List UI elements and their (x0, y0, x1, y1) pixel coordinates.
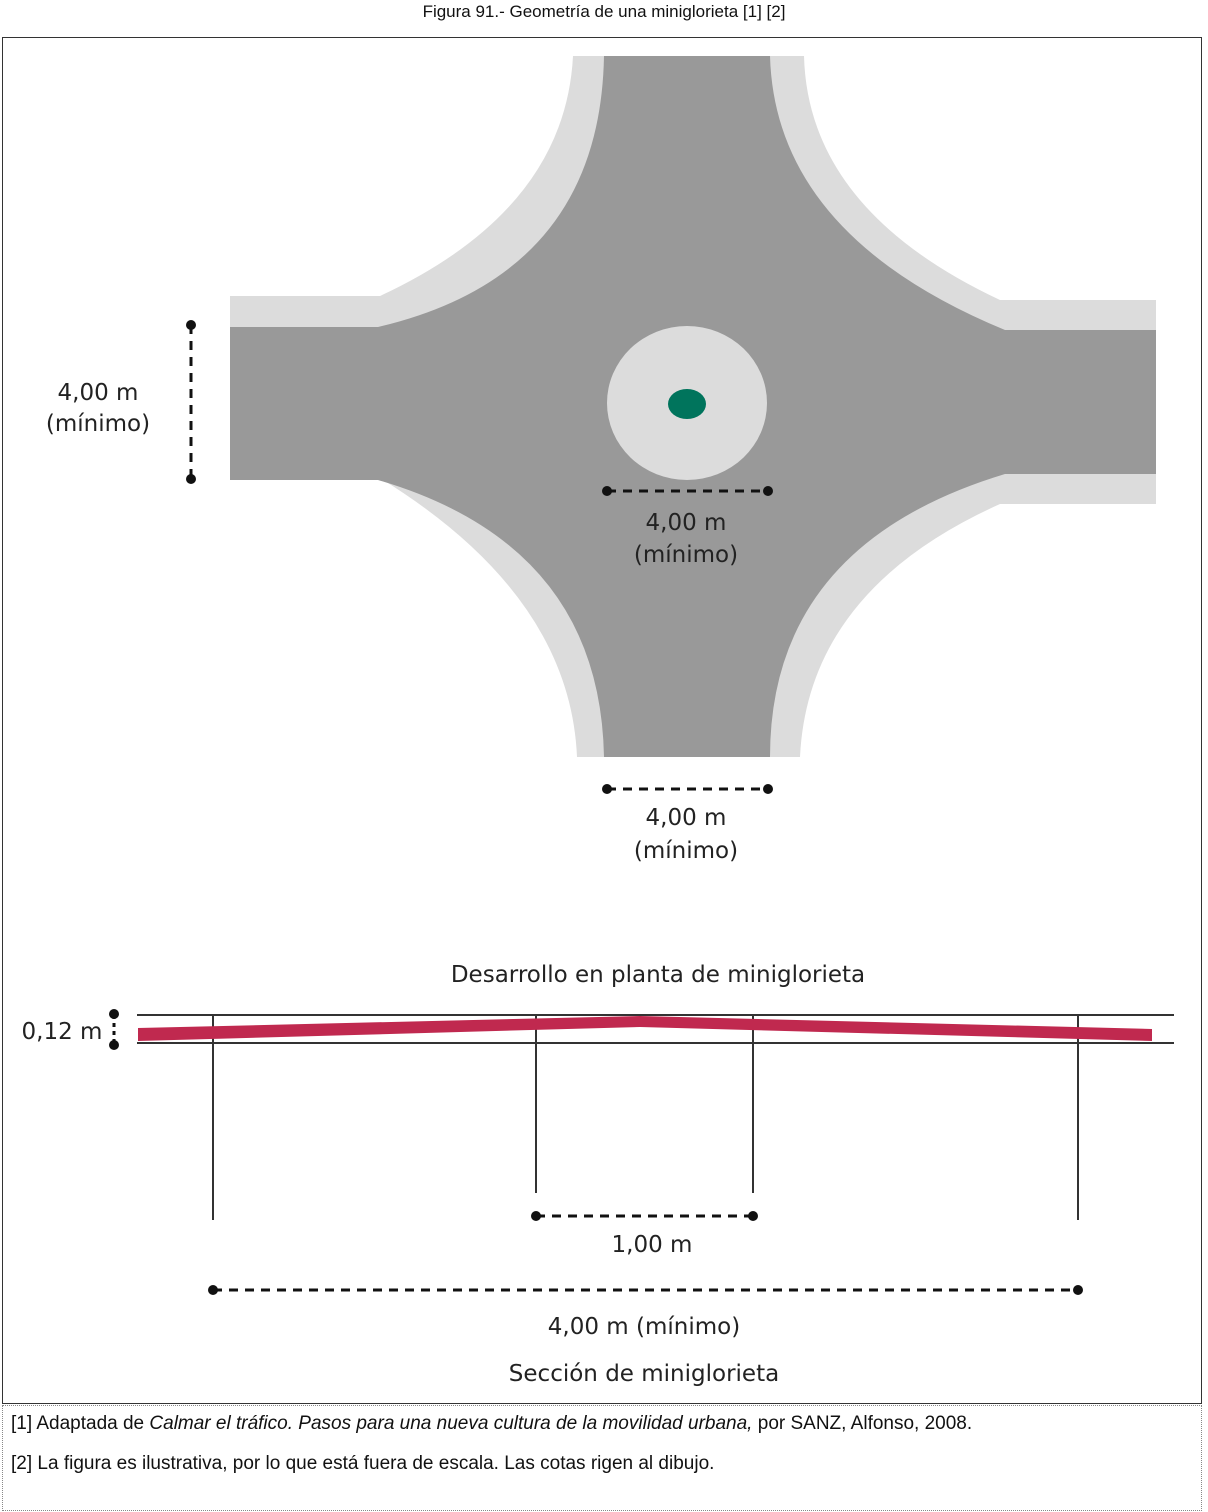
section-view: 0,12 m 1,00 m 4,00 m (mínimo) Sección de… (22, 1009, 1174, 1387)
plan-title: Desarrollo en planta de miniglorieta (451, 962, 865, 988)
dim-height-line (109, 1009, 119, 1050)
dim-bottom-line (602, 784, 773, 794)
footnote-1-prefix: [1] Adaptada de (11, 1413, 150, 1434)
footnote-1: [1] Adaptada de Calmar el tráfico. Pasos… (11, 1410, 1193, 1438)
dim-bottom-value: 4,00 m (646, 805, 727, 831)
dim-inner-value: 1,00 m (612, 1232, 693, 1258)
section-profile-band (138, 1016, 1152, 1041)
dim-bottom-note: (mínimo) (634, 838, 738, 864)
section-title: Sección de miniglorieta (509, 1361, 779, 1387)
dim-inner-line (531, 1211, 758, 1221)
footnote-1-suffix: por SANZ, Alfonso, 2008. (752, 1413, 973, 1434)
dim-center-value: 4,00 m (646, 510, 727, 536)
dim-center-line (602, 486, 773, 496)
footnotes: [1] Adaptada de Calmar el tráfico. Pasos… (2, 1405, 1202, 1511)
dim-left-value: 4,00 m (58, 380, 139, 406)
dim-left-line (186, 320, 196, 484)
center-marker (668, 389, 706, 419)
dim-left-note: (mínimo) (46, 411, 150, 437)
plan-view: 4,00 m (mínimo) 4,00 m (mínimo) 4,00 m (… (46, 56, 1156, 988)
dim-height-value: 0,12 m (22, 1019, 103, 1045)
figure-frame (2, 37, 1202, 1404)
dim-total-value: 4,00 m (mínimo) (548, 1314, 740, 1340)
dim-center-note: (mínimo) (634, 542, 738, 568)
dim-total-line (208, 1285, 1083, 1295)
figure-caption: Figura 91.- Geometría de una minigloriet… (422, 2, 786, 21)
footnote-2: [2] La figura es ilustrativa, por lo que… (11, 1453, 715, 1474)
footnote-1-title: Calmar el tráfico. Pasos para una nueva … (149, 1413, 753, 1434)
